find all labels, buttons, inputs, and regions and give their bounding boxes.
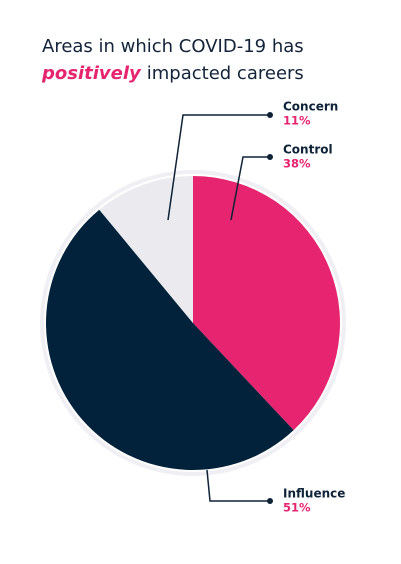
slice-label: Influence [283,487,345,501]
slice-label: Control [283,143,333,157]
leader-dot [267,498,273,504]
leader-line [230,156,270,221]
chart-title: Areas in which COVID-19 has [42,36,304,57]
slice-value-label: 38% [283,157,311,171]
leader-line [206,469,270,502]
pie-slice [193,176,340,431]
pie-ring [40,170,346,476]
chart-title-line2: positively impacted careers [41,63,304,84]
leader-dot [267,154,273,160]
leader-line [167,114,270,221]
title-emphasis: positively [41,63,142,84]
title-rest: impacted careers [147,63,304,84]
slice-value-label: 11% [283,114,311,128]
leader-dot [267,112,273,118]
pie-slice [45,209,294,471]
slice-value-label: 51% [283,501,311,515]
slice-label: Concern [283,100,338,114]
